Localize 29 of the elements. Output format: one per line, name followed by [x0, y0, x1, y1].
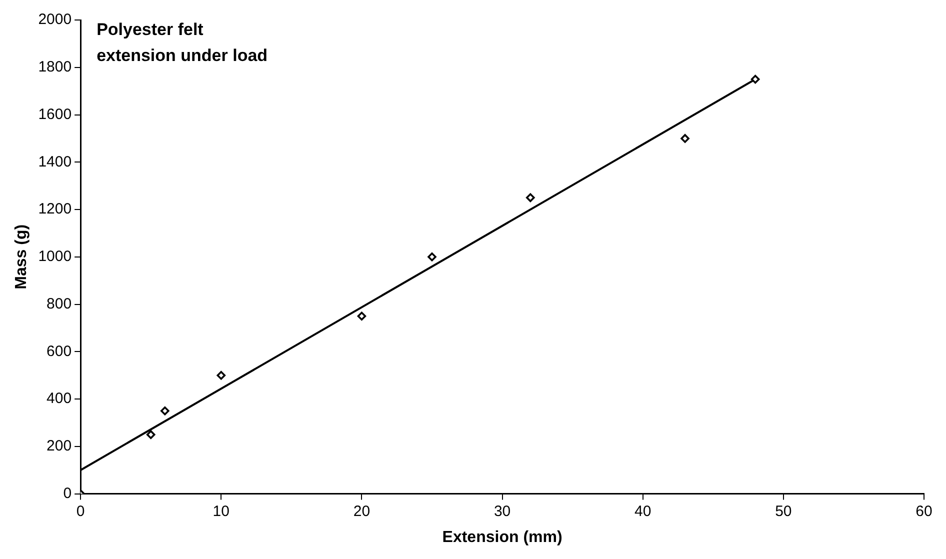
x-tick-label: 0	[76, 502, 85, 520]
point	[526, 193, 535, 202]
point	[357, 312, 366, 321]
x-axis-title: Extension (mm)	[442, 528, 562, 546]
point	[160, 406, 170, 416]
y-tick-label: 600	[46, 342, 72, 360]
point	[216, 370, 226, 380]
text: Polyester felt extension under load	[96, 20, 268, 66]
y-tick-label: 400	[46, 390, 72, 408]
x-tick-label: 60	[916, 502, 932, 520]
y-tick-label: 800	[46, 295, 72, 312]
x-tick-label: 10	[212, 502, 230, 520]
x-tick-label: 30	[494, 502, 511, 520]
y-tick-label: 1600	[38, 106, 72, 123]
y-tick-label: 1400	[38, 153, 72, 170]
y-tick-label: 1000	[38, 248, 72, 266]
point	[680, 134, 690, 143]
point	[750, 74, 760, 84]
x-tick-label: 20	[353, 502, 370, 520]
y-tick-label: 1200	[38, 200, 72, 218]
y-tick-label: 1800	[38, 58, 72, 76]
y-axis-title: Mass (g)	[13, 224, 30, 290]
y-tick-label: 200	[46, 438, 72, 455]
x-tick-label: 40	[634, 502, 652, 520]
point	[428, 252, 436, 262]
y-tick-label: 0	[63, 484, 72, 502]
x-tick-label: 50	[775, 502, 792, 520]
point	[146, 430, 156, 439]
y-tick-label: 2000	[38, 11, 72, 28]
